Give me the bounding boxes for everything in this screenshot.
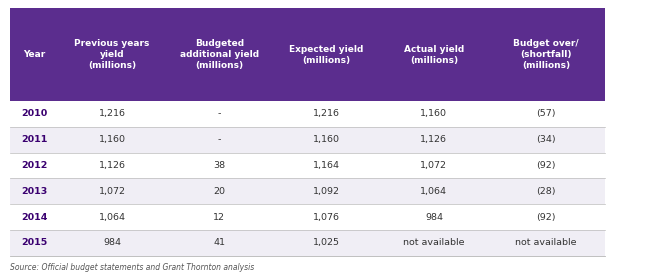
Bar [10,230,604,256]
Text: 2013: 2013 [21,187,47,196]
Text: 2015: 2015 [21,238,47,247]
Text: -: - [218,109,221,119]
Text: 2014: 2014 [21,212,47,222]
Text: 1,216: 1,216 [313,109,340,119]
Text: 1,092: 1,092 [313,187,340,196]
Text: 984: 984 [425,212,443,222]
Text: 1,164: 1,164 [313,161,340,170]
Text: 1,072: 1,072 [99,187,125,196]
Text: -: - [218,135,221,144]
Text: 20: 20 [213,187,226,196]
Text: Source: Official budget statements and Grant Thornton analysis: Source: Official budget statements and G… [10,263,254,271]
Text: Year: Year [23,50,46,59]
Text: Previous years
yield
(millions): Previous years yield (millions) [75,39,150,70]
Text: Expected yield
(millions): Expected yield (millions) [289,45,364,65]
Text: 1,216: 1,216 [99,109,125,119]
Text: Actual yield
(millions): Actual yield (millions) [404,45,464,65]
Text: (34): (34) [536,135,556,144]
Bar [10,204,604,230]
Text: (92): (92) [536,161,556,170]
Text: (57): (57) [536,109,556,119]
Text: 1,025: 1,025 [313,238,340,247]
Bar [10,178,604,204]
Text: (92): (92) [536,212,556,222]
Text: 2011: 2011 [21,135,47,144]
Text: Budgeted
additional yield
(millions): Budgeted additional yield (millions) [180,39,259,70]
Bar [10,127,604,153]
Text: 41: 41 [213,238,226,247]
Text: Budget over/
(shortfall)
(millions): Budget over/ (shortfall) (millions) [514,39,578,70]
Bar [10,153,604,178]
Text: not available: not available [515,238,577,247]
Bar [10,8,604,101]
Text: 2012: 2012 [21,161,47,170]
Text: 984: 984 [103,238,121,247]
Bar [10,101,604,127]
Text: 2010: 2010 [21,109,47,119]
Text: 1,072: 1,072 [421,161,447,170]
Text: 1,160: 1,160 [99,135,125,144]
Text: 12: 12 [213,212,226,222]
Text: 1,160: 1,160 [313,135,340,144]
Text: (28): (28) [536,187,556,196]
Text: 1,076: 1,076 [313,212,340,222]
Text: 1,126: 1,126 [99,161,125,170]
Text: 38: 38 [213,161,226,170]
Text: 1,064: 1,064 [99,212,125,222]
Text: not available: not available [403,238,465,247]
Text: 1,126: 1,126 [421,135,447,144]
Text: 1,064: 1,064 [421,187,447,196]
Text: 1,160: 1,160 [421,109,447,119]
